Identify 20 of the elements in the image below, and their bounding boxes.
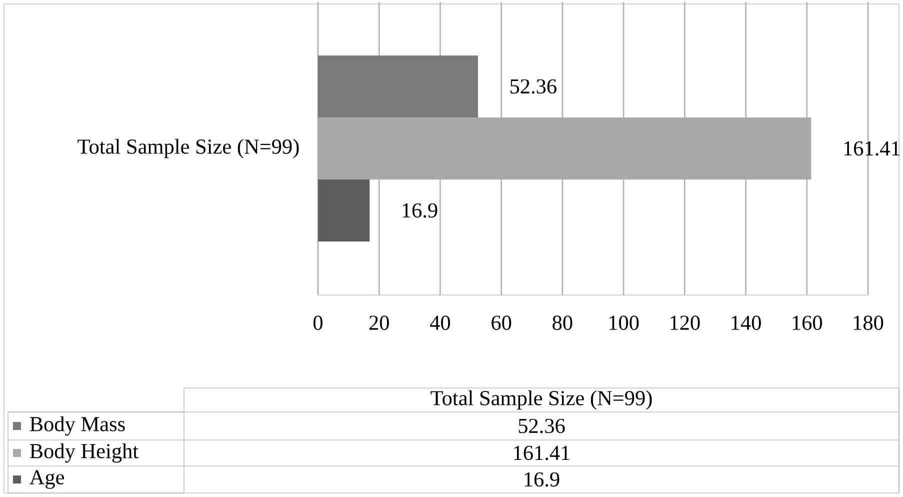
data-label: 16.9 [402,203,438,218]
x-tick-label: 160 [792,316,822,330]
data-label: 52.36 [510,79,556,94]
category-label: Total Sample Size (N=99) [430,390,652,410]
x-tick-label: 100 [609,316,639,330]
text: 161.41 [514,446,570,460]
x-tick-label: 40 [430,316,450,330]
legend-label: Age [30,470,64,489]
legend-label: Body Mass [30,416,125,436]
text: 16.9 [524,472,560,487]
x-tick-label: 20 [369,316,389,330]
text: 52.36 [518,418,565,434]
x-tick-label: 80 [552,316,572,330]
x-tick-label: 0 [314,316,322,330]
x-tick-label: 60 [492,316,512,330]
x-tick-label: 180 [854,316,884,330]
x-tick-label: 120 [670,316,700,330]
data-label: 161.41 [844,141,900,156]
x-tick-label: 140 [732,316,761,330]
legend-label: Body Height [30,443,138,463]
